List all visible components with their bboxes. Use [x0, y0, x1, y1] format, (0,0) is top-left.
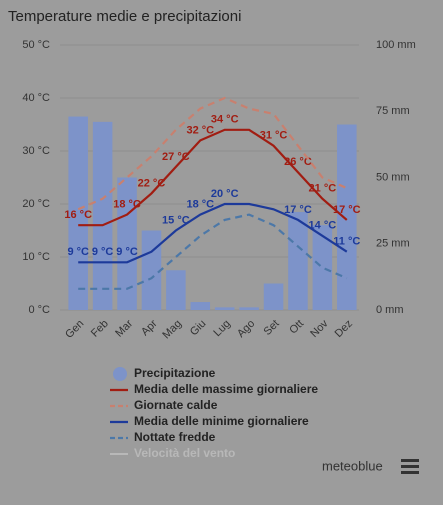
legend-marker [113, 367, 127, 381]
precipitation-bar [337, 124, 357, 310]
precipitation-bar [166, 270, 186, 310]
chart-title: Temperature medie e precipitazioni [8, 8, 241, 25]
y2-tick-label: 50 mm [376, 171, 410, 183]
legend-label: Precipitazione [134, 366, 216, 380]
precipitation-bar [263, 283, 284, 310]
data-label: 26 °C [284, 156, 312, 168]
y-tick-label: 40 °C [22, 92, 50, 104]
data-label: 21 °C [309, 183, 337, 195]
dashed-line [78, 213, 348, 290]
menu-icon[interactable] [401, 459, 419, 474]
x-tick-label: Mag [160, 318, 184, 342]
menu-bar[interactable] [401, 465, 419, 468]
precipitation-bar [214, 307, 235, 310]
y2-tick-label: 100 mm [376, 39, 416, 51]
x-tick-label: Giu [188, 318, 209, 339]
data-label: 20 °C [211, 188, 239, 200]
data-label: 18 °C [113, 199, 141, 211]
x-tick-label: Dez [333, 318, 355, 340]
precipitation-bar [141, 230, 162, 310]
legend-label: Media delle minime giornaliere [134, 414, 309, 428]
data-label: 16 °C [64, 209, 92, 221]
menu-bar[interactable] [401, 459, 419, 462]
data-label: 15 °C [162, 214, 190, 226]
y-tick-label: 20 °C [22, 198, 50, 210]
legend-label: Velocità del vento [134, 446, 235, 460]
x-tick-label: Mar [113, 317, 135, 339]
menu-bar[interactable] [401, 471, 419, 474]
y-tick-label: 50 °C [22, 39, 50, 51]
precipitation-bar [190, 302, 211, 310]
legend-label: Giornate calde [134, 398, 218, 412]
precipitation-bar [92, 121, 113, 310]
y2-tick-label: 0 mm [376, 304, 404, 316]
line [78, 128, 348, 227]
data-label: 18 °C [186, 199, 214, 211]
x-tick-label: Ago [235, 318, 257, 340]
y-tick-label: 10 °C [22, 251, 50, 263]
precipitation-bar [312, 225, 333, 310]
legend-label: Media delle massime giornaliere [134, 382, 318, 396]
x-tick-label: Nov [308, 317, 331, 340]
x-tick-label: Feb [89, 318, 111, 340]
y-tick-label: 0 °C [28, 304, 50, 316]
x-tick-label: Lug [211, 318, 232, 339]
precipitation-bar [239, 307, 259, 310]
data-label: 17 °C [333, 204, 361, 216]
precipitation-bar [288, 211, 308, 310]
data-label: 32 °C [186, 124, 214, 136]
data-label: 11 °C [333, 236, 360, 248]
data-label: 17 °C [284, 204, 312, 216]
x-tick-label: Set [262, 318, 282, 338]
data-label: 31 °C [260, 130, 288, 142]
data-label: 27 °C [162, 151, 190, 163]
line [78, 202, 348, 264]
data-label: 34 °C [211, 114, 239, 126]
y2-tick-label: 75 mm [376, 105, 410, 117]
data-label: 14 °C [309, 220, 337, 232]
legend-label: Nottate fredde [134, 430, 216, 444]
dashed-line [77, 96, 348, 211]
x-tick-label: Apr [139, 317, 160, 338]
data-label: 9 °C [116, 246, 138, 258]
precipitation-bar [117, 177, 137, 310]
y-tick-label: 30 °C [22, 145, 50, 157]
x-tick-label: Ott [287, 318, 306, 337]
x-tick-label: Gen [63, 318, 86, 341]
data-label: 22 °C [138, 177, 166, 189]
brand: meteoblue [322, 458, 383, 473]
y2-tick-label: 25 mm [376, 238, 410, 250]
data-label: 9 °C [92, 246, 114, 258]
data-label: 9 °C [67, 246, 89, 258]
